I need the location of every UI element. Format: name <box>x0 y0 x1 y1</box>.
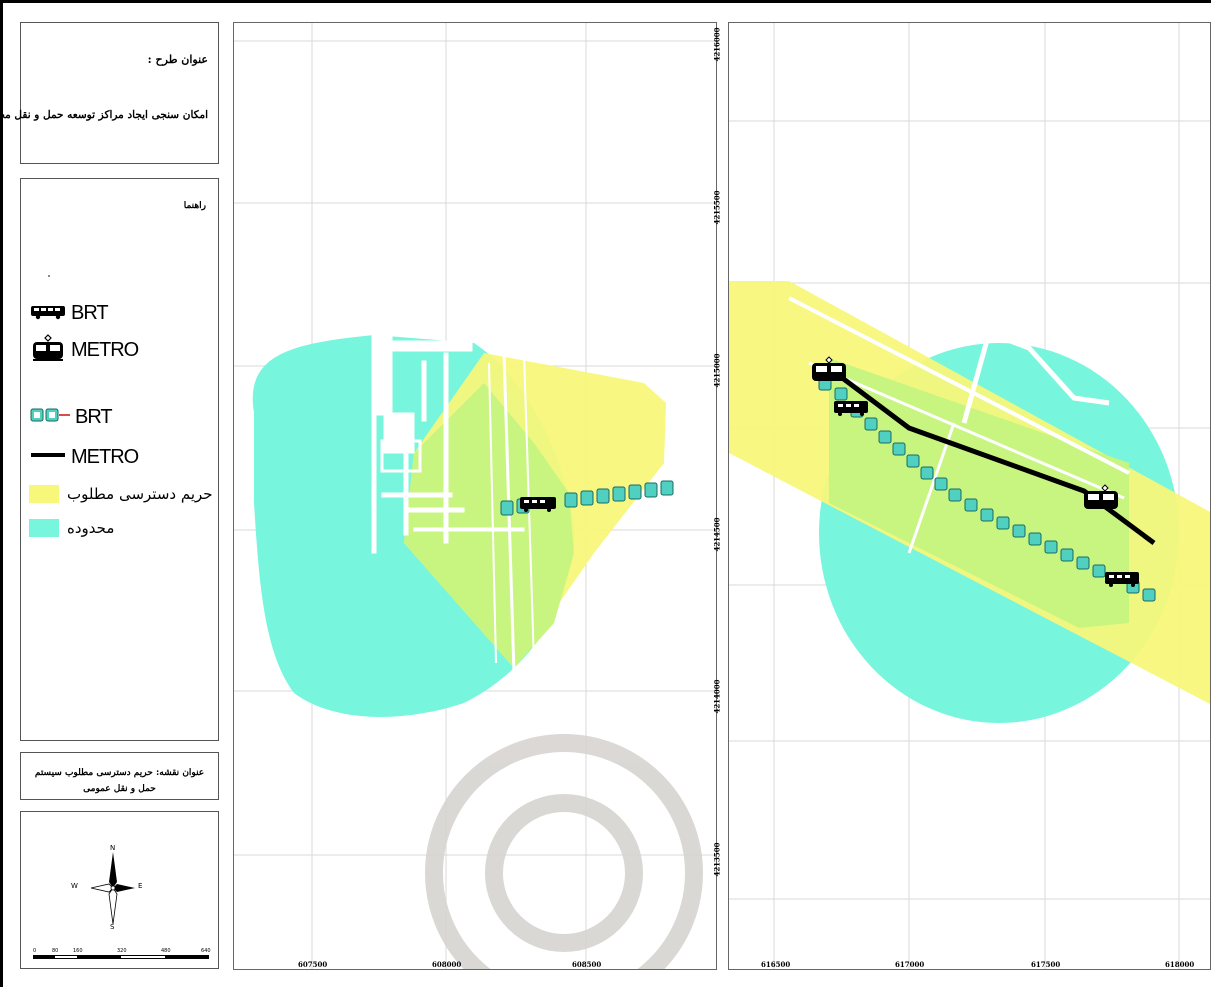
right-metro-station-icon-2 <box>1084 484 1118 509</box>
right-xtick-2: 617000 <box>895 960 925 969</box>
map-panel-right[interactable]: 616500 617000 617500 618000 <box>728 22 1211 970</box>
frame-top-border <box>0 0 1211 3</box>
right-metro-line <box>827 366 1156 546</box>
map-panel-left[interactable]: 607500 608000 608500 <box>233 22 717 970</box>
north-arrow-icon <box>90 852 135 928</box>
legend-label-area: محدوده <box>67 519 115 537</box>
legend-label-metro-station: METRO <box>71 338 139 361</box>
compass-n: N <box>110 844 116 852</box>
project-title-box: عنوان طرح : امکان سنجی ایجاد مراکز توسعه… <box>0 22 219 164</box>
left-brt-line <box>500 480 674 516</box>
metro-line-icon <box>29 445 67 469</box>
compass-w: W <box>71 882 78 890</box>
scale-label-640: 640 <box>201 948 211 954</box>
left-xtick-1: 607500 <box>298 960 328 969</box>
legend-heading: راهنما <box>183 201 206 211</box>
legend-dot <box>48 275 50 277</box>
scale-label-80: 80 <box>52 948 59 954</box>
cyan-swatch <box>29 519 59 537</box>
bus-stop-icon <box>29 301 67 325</box>
scale-label-480: 480 <box>161 948 171 954</box>
left-brt-station-icon <box>520 497 556 512</box>
project-title-label: عنوان طرح : <box>147 53 208 66</box>
metro-station-icon <box>29 333 67 367</box>
right-metro-station-icon-1 <box>812 356 846 381</box>
ytick-2: 4215500 <box>712 190 722 225</box>
watermark-emblem <box>425 734 703 969</box>
ytick-6: 4213500 <box>712 842 722 877</box>
right-brt-station-icon-1 <box>834 401 868 416</box>
ytick-1: 4216000 <box>712 27 722 62</box>
right-brt-station-icon-2 <box>1105 572 1139 587</box>
map-title-box: عنوان نقشه: حریم دسترسی مطلوب سیستم حمل … <box>20 752 219 800</box>
legend-item-metro-station: METRO <box>29 333 139 367</box>
brt-line-icon <box>29 405 71 429</box>
compass-box: N S W E 0 80 160 320 480 640 <box>20 811 219 969</box>
legend-item-access-zone: حریم دسترسی مطلوب <box>29 485 213 503</box>
legend-item-brt-line: BRT <box>29 405 113 429</box>
scale-bar <box>33 955 209 959</box>
legend-box: راهنما BRT METRO <box>20 178 219 741</box>
project-title-value: امکان سنجی ایجاد مراکز توسعه حمل و نقل م… <box>0 109 208 121</box>
legend-label-metro-line: METRO <box>71 445 139 468</box>
legend-item-brt-stop: BRT <box>29 301 109 325</box>
map-right-canvas <box>729 23 1210 969</box>
compass-e: E <box>138 882 143 890</box>
legend-label-access-zone: حریم دسترسی مطلوب <box>67 485 213 503</box>
map-left-canvas <box>234 23 716 969</box>
scale-label-0: 0 <box>33 948 37 954</box>
ytick-3: 4215000 <box>712 353 722 388</box>
frame-left-border <box>0 0 3 987</box>
map-title: عنوان نقشه: حریم دسترسی مطلوب سیستم حمل … <box>21 765 218 797</box>
left-xtick-3: 608500 <box>572 960 602 969</box>
scale-label-160: 160 <box>73 948 83 954</box>
right-xtick-1: 616500 <box>761 960 791 969</box>
scale-label-320: 320 <box>117 948 127 954</box>
legend-item-area: محدوده <box>29 519 114 537</box>
legend-item-metro-line: METRO <box>29 445 139 469</box>
right-xtick-4: 618000 <box>1165 960 1195 969</box>
map-title-line2: حمل و نقل عمومی <box>83 784 156 794</box>
legend-label-brt-line: BRT <box>75 405 113 428</box>
legend-label-brt-stop: BRT <box>71 301 109 324</box>
ytick-4: 4214500 <box>712 517 722 552</box>
yellow-swatch <box>29 485 59 503</box>
map-title-line1: عنوان نقشه: حریم دسترسی مطلوب سیستم <box>34 768 205 778</box>
ytick-5: 4214000 <box>712 679 722 714</box>
compass-s: S <box>110 923 115 931</box>
left-xtick-2: 608000 <box>432 960 462 969</box>
right-xtick-3: 617500 <box>1031 960 1061 969</box>
